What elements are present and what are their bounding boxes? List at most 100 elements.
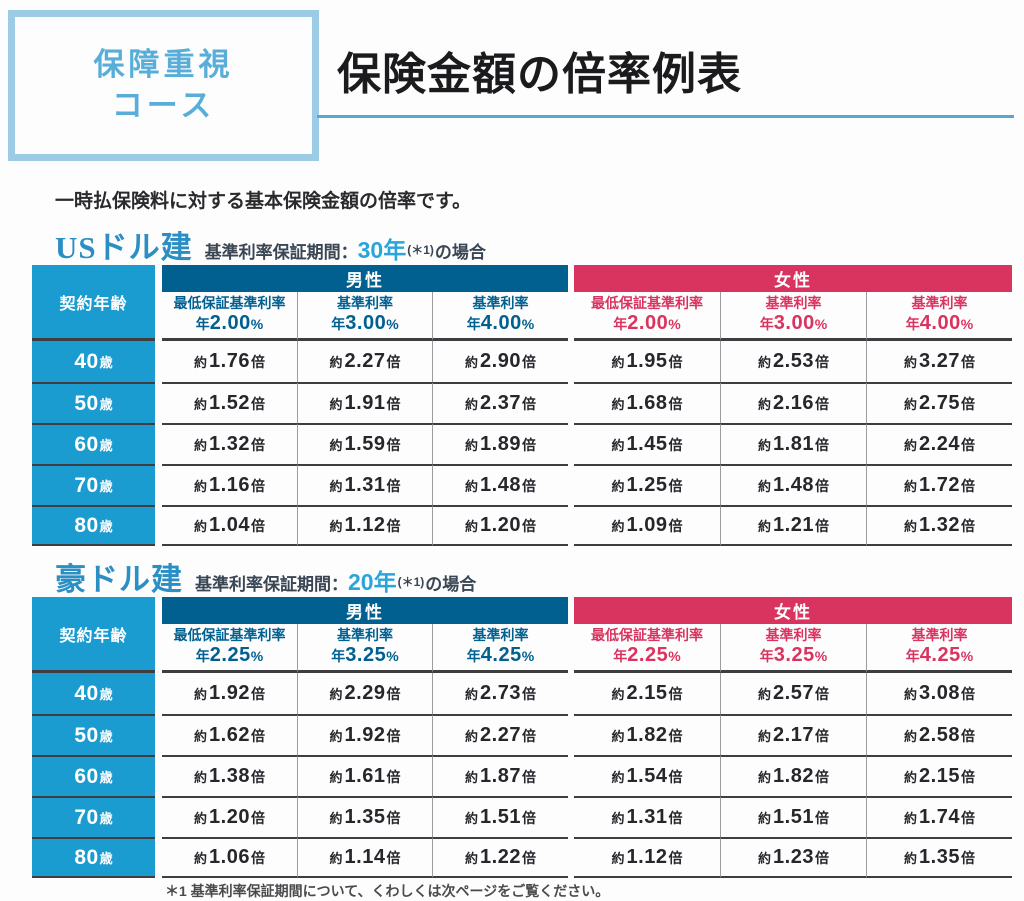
value-prefix: 約 (758, 687, 772, 702)
period-label: 基準利率保証期間： (195, 575, 348, 594)
value-number: 1.32 (209, 433, 250, 455)
value-suffix: 倍 (960, 849, 975, 866)
rate-prefix: 年 (613, 648, 628, 665)
value-suffix: 倍 (668, 477, 683, 494)
value-suffix: 倍 (960, 768, 975, 785)
value-prefix: 約 (465, 479, 479, 494)
value-number: 1.62 (209, 724, 250, 746)
rate-title: 基準利率 (472, 294, 529, 311)
age-suffix: 歳 (99, 479, 113, 494)
value-suffix: 倍 (814, 477, 829, 494)
age-suffix: 歳 (99, 687, 113, 702)
value-cell: 約 1.23 倍 (720, 837, 866, 878)
value-cell: 約 1.92 倍 (297, 714, 432, 755)
rate-value: 3.25 (773, 644, 815, 667)
rate-line: 年 2.25% (196, 644, 263, 667)
value-number: 2.37 (480, 392, 521, 414)
rate-prefix: 年 (613, 316, 628, 333)
value-prefix: 約 (904, 770, 918, 785)
period-value: 30年 (357, 237, 407, 263)
value-prefix: 約 (904, 687, 918, 702)
value-prefix: 約 (465, 851, 479, 866)
value-prefix: 約 (465, 519, 479, 534)
value-cell: 約 1.87 倍 (432, 755, 568, 796)
value-prefix: 約 (194, 438, 208, 453)
value-cell: 約 2.15 倍 (866, 755, 1012, 796)
value-suffix: 倍 (250, 727, 265, 744)
rate-suffix: % (668, 316, 681, 333)
value-cell: 約 1.52 倍 (162, 382, 297, 423)
value-cell: 約 1.74 倍 (866, 796, 1012, 837)
value-prefix: 約 (465, 355, 479, 370)
value-prefix: 約 (465, 438, 479, 453)
period-value: 20年 (348, 569, 397, 595)
value-prefix: 約 (329, 851, 343, 866)
rate-prefix: 年 (331, 648, 346, 665)
value-cell: 約 1.21 倍 (720, 505, 866, 546)
course-badge: 保障重視 コース (8, 10, 319, 161)
value-suffix: 倍 (521, 517, 536, 534)
value-prefix: 約 (465, 687, 479, 702)
value-suffix: 倍 (250, 768, 265, 785)
value-suffix: 倍 (250, 353, 265, 370)
value-cell: 約 2.27 倍 (297, 341, 432, 382)
value-number: 2.58 (919, 724, 960, 746)
value-number: 1.95 (626, 350, 668, 372)
rate-title: 基準利率 (337, 294, 393, 311)
gender-band-female: 女性 (574, 597, 1012, 624)
value-number: 1.20 (480, 514, 521, 536)
period-footnote-marker: (＊1) (397, 575, 425, 589)
value-cell: 約 1.20 倍 (162, 796, 297, 837)
value-suffix: 倍 (250, 685, 265, 702)
value-number: 1.20 (209, 806, 250, 828)
value-number: 1.35 (919, 846, 960, 868)
value-number: 1.22 (480, 846, 521, 868)
age-cell: 60 歳 (32, 423, 155, 464)
age-cell: 40 歳 (32, 673, 155, 714)
value-suffix: 倍 (814, 809, 829, 826)
value-number: 1.23 (773, 846, 814, 868)
value-prefix: 約 (194, 687, 208, 702)
value-cell: 約 2.15 倍 (574, 673, 720, 714)
value-number: 1.81 (773, 433, 814, 455)
value-number: 2.90 (480, 350, 521, 372)
value-prefix: 約 (758, 397, 772, 412)
rate-prefix: 年 (466, 648, 481, 665)
rate-title: 基準利率 (765, 294, 822, 311)
age-suffix: 歳 (99, 397, 113, 412)
period-suffix: の場合 (425, 575, 477, 594)
value-number: 1.51 (480, 806, 521, 828)
rate-title: 基準利率 (472, 626, 529, 643)
value-prefix: 約 (465, 397, 479, 412)
rate-prefix: 年 (466, 316, 481, 333)
value-cell: 約 1.76 倍 (162, 341, 297, 382)
rate-suffix: % (814, 648, 828, 665)
rate-suffix: % (960, 316, 974, 333)
value-cell: 約 1.06 倍 (162, 837, 297, 878)
value-prefix: 約 (611, 811, 625, 826)
period-text: 基準利率保証期間： 30年 (＊1) の場合 (205, 231, 486, 265)
value-prefix: 約 (758, 851, 772, 866)
gender-band-male: 男性 (162, 265, 568, 292)
value-cell: 約 2.27 倍 (432, 714, 568, 755)
rate-column-header: 基準利率年 4.00% (432, 292, 568, 341)
value-prefix: 約 (329, 811, 343, 826)
value-cell: 約 1.54 倍 (574, 755, 720, 796)
value-number: 1.52 (209, 392, 250, 414)
currency-title: USドル建 (55, 230, 193, 265)
value-prefix: 約 (904, 438, 918, 453)
value-number: 2.17 (773, 724, 814, 746)
value-cell: 約 1.61 倍 (297, 755, 432, 796)
footnote-text: ＊1 基準利率保証期間について、くわしくは次ページをご覧ください。 (165, 883, 610, 899)
value-number: 1.89 (480, 433, 521, 455)
value-cell: 約 2.58 倍 (866, 714, 1012, 755)
value-suffix: 倍 (521, 685, 536, 702)
rate-suffix: % (521, 648, 535, 665)
value-suffix: 倍 (960, 395, 975, 412)
title-underline (317, 115, 1014, 118)
value-prefix: 約 (194, 355, 208, 370)
value-number: 1.48 (773, 474, 814, 496)
value-number: 1.92 (209, 682, 250, 704)
rate-line: 年 4.00% (467, 312, 534, 335)
value-cell: 約 1.12 倍 (297, 505, 432, 546)
